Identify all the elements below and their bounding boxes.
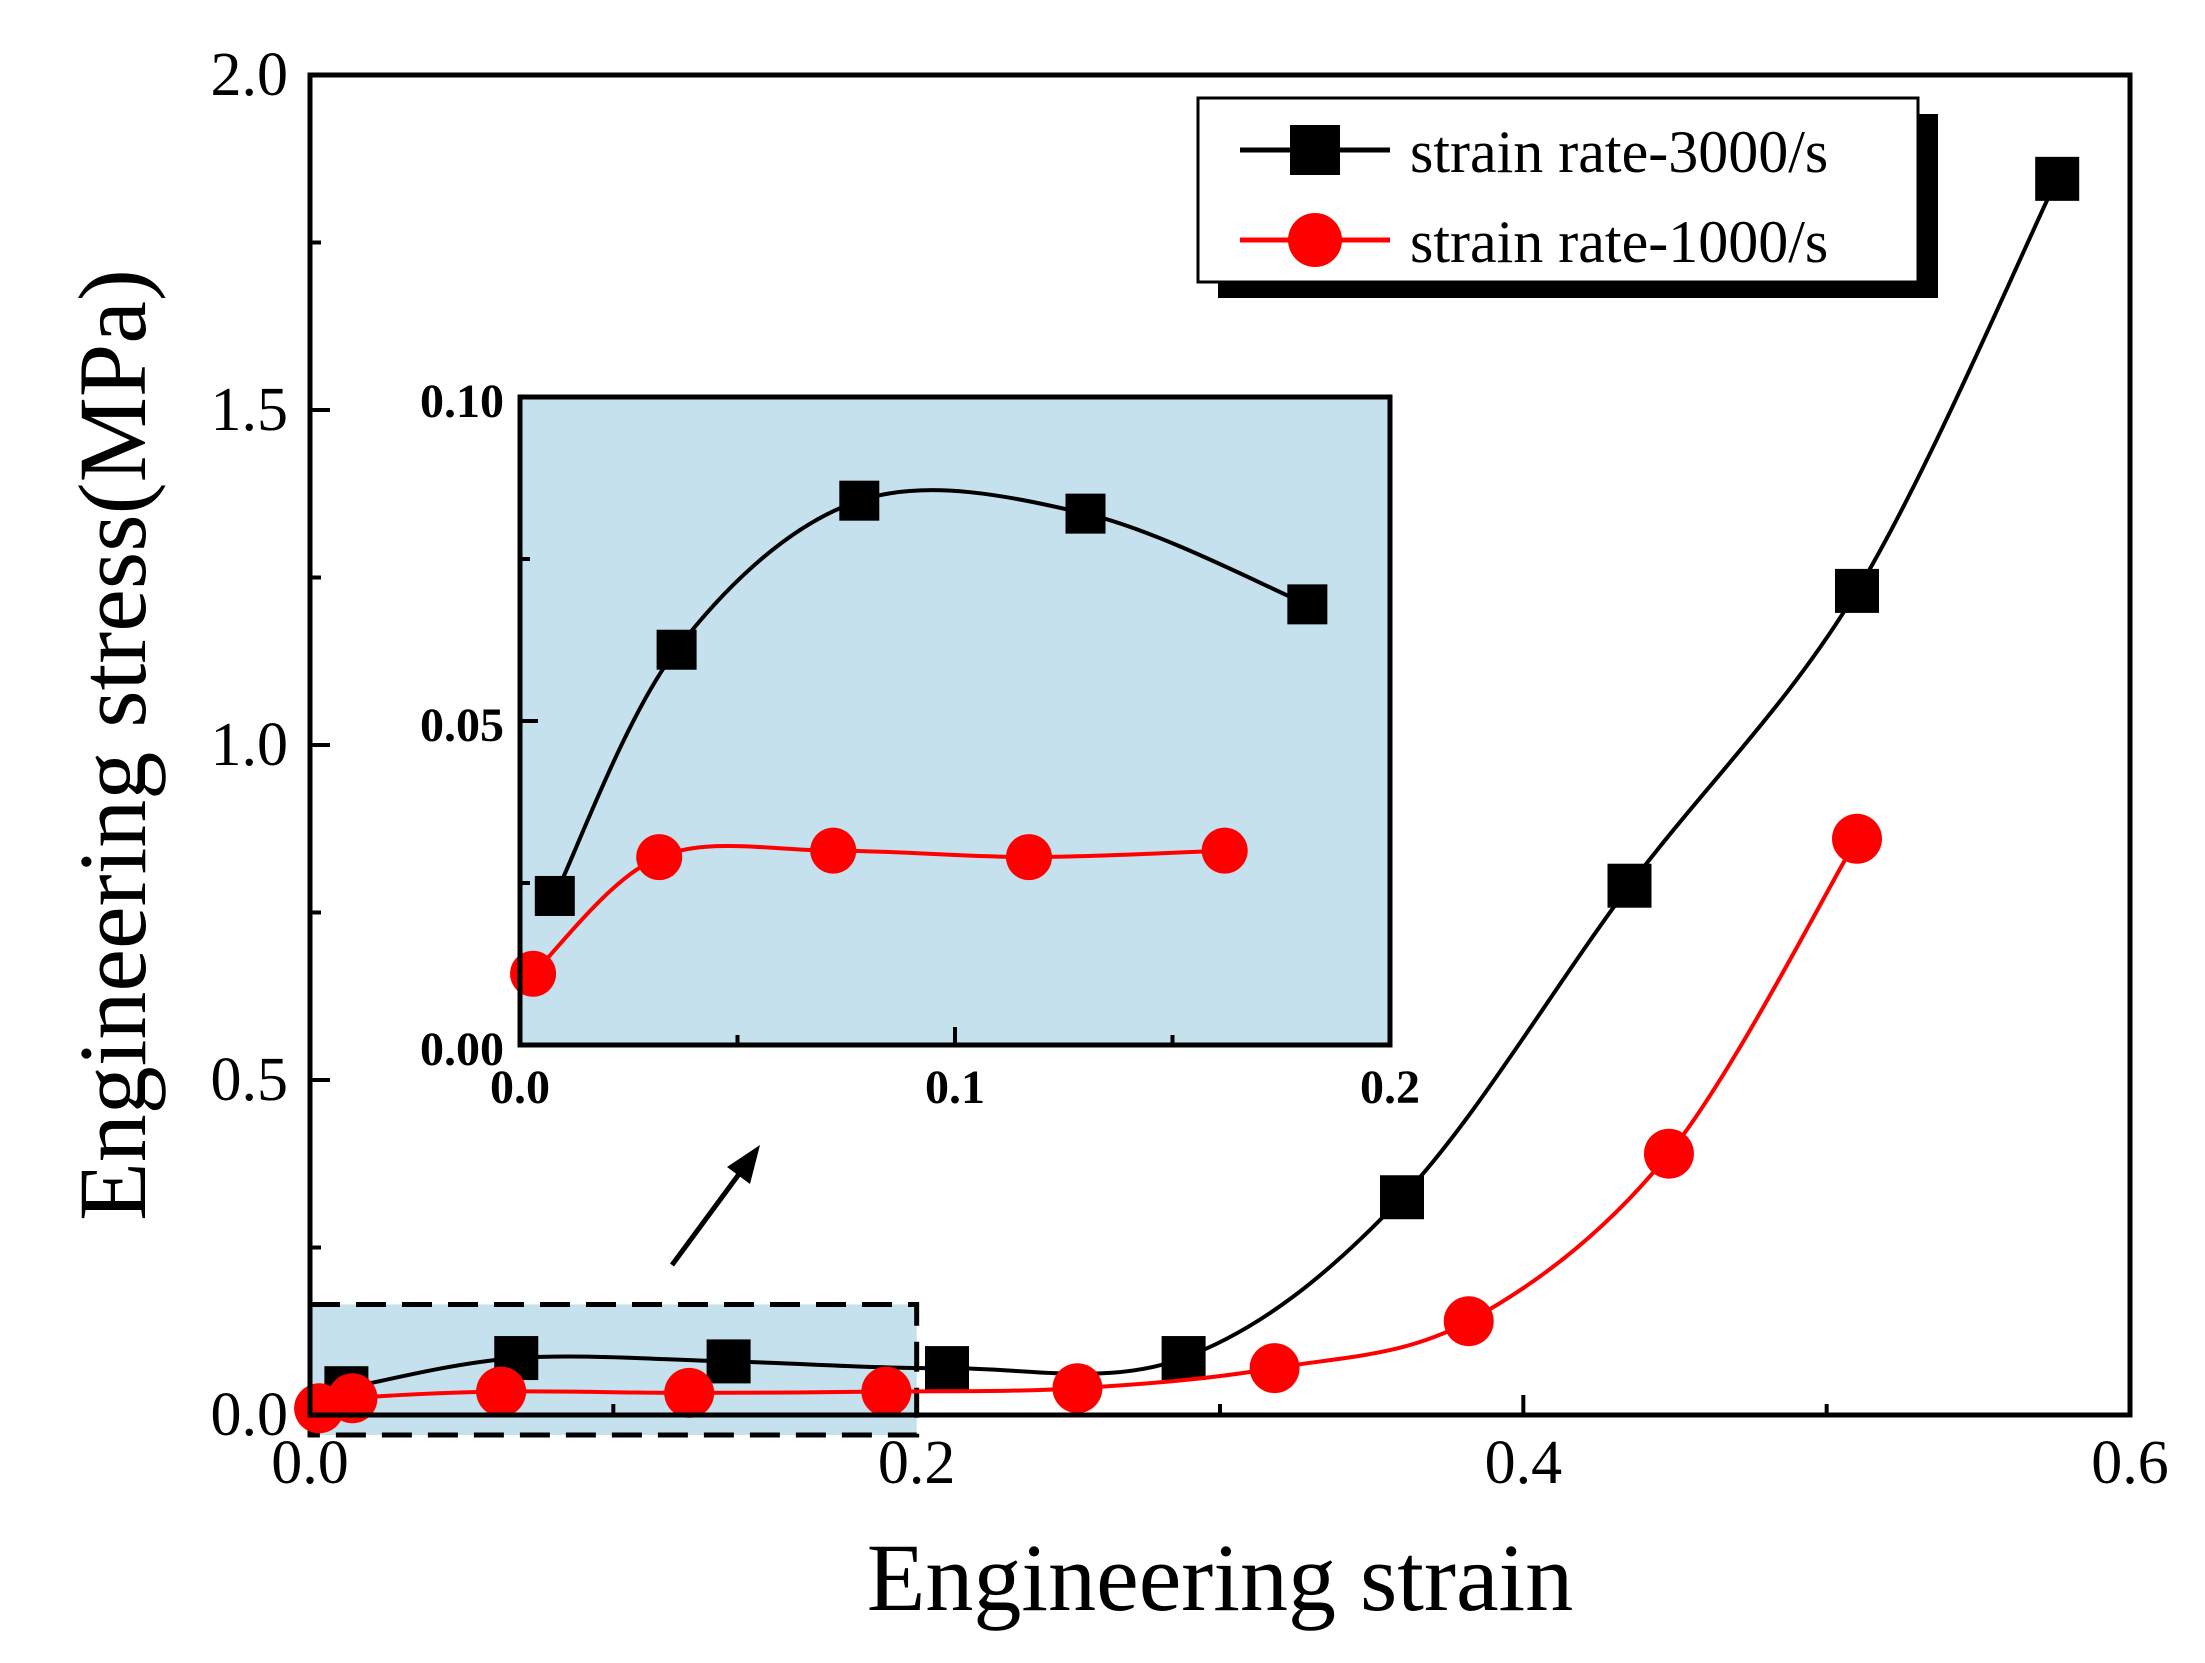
legend: strain rate-3000/s strain rate-1000/s	[1196, 96, 1938, 298]
legend-label-3000: strain rate-3000/s	[1410, 119, 1828, 185]
main-data-point-circle-1-4	[861, 1366, 912, 1417]
y-axis-title: Engineering stress(MPa)	[59, 269, 166, 1221]
main-data-point-circle-1-9	[1832, 813, 1882, 864]
inset-plot-series	[510, 480, 1328, 997]
main-data-point-circle-1-7	[1443, 1296, 1494, 1347]
legend-marker-3000-square	[1290, 125, 1340, 175]
main-data-point-circle-1-2	[476, 1366, 527, 1417]
main-data-point-square-0-2	[706, 1339, 751, 1384]
inset-data-point-square-0-0	[534, 875, 575, 916]
inset-data-point-circle-1-4	[1201, 827, 1248, 874]
inset-y-tick-label-0: 0.00	[420, 1023, 504, 1076]
main-x-tick-label-3: 0.6	[2091, 1429, 2169, 1497]
main-y-tick-label-0: 0.0	[211, 1381, 289, 1449]
x-axis-title: Engineering strain	[867, 1524, 1573, 1631]
inset-data-point-circle-1-1	[636, 834, 683, 881]
main-y-tick-label-1: 0.5	[211, 1046, 289, 1114]
inset-background	[520, 397, 1390, 1045]
main-y-tick-label-3: 1.5	[211, 376, 289, 444]
inset-data-point-circle-1-2	[810, 827, 857, 874]
inset-data-point-square-0-2	[839, 480, 880, 521]
main-data-point-square-0-6	[1607, 863, 1652, 908]
inset-axis-ticks: 0.0 0.1 0.2 0.00 0.05 0.10	[420, 375, 1420, 1114]
main-data-point-circle-1-8	[1643, 1128, 1694, 1179]
main-data-point-circle-1-3	[664, 1367, 715, 1418]
inset-x-tick-label-1: 0.1	[925, 1061, 985, 1114]
zoom-arrow-head	[727, 1145, 760, 1184]
main-data-point-square-0-5	[1380, 1175, 1424, 1220]
zoom-arrow-shaft	[669, 1168, 745, 1267]
main-axis-ticks: 0.0 0.2 0.4 0.6 0.0 0.5 1.0 1.5 2.0	[211, 41, 2169, 1497]
inset-y-tick-label-2: 0.10	[420, 375, 504, 428]
main-plot-series	[294, 156, 2080, 1434]
inset-x-tick-label-2: 0.2	[1360, 1061, 1420, 1114]
main-data-point-circle-1-1	[327, 1373, 378, 1424]
main-data-point-circle-1-5	[1052, 1363, 1103, 1414]
main-data-point-square-0-4	[1161, 1336, 1206, 1381]
main-data-point-square-0-8	[2035, 156, 2080, 201]
inset-data-point-square-0-1	[656, 629, 697, 670]
inset-data-point-square-0-4	[1287, 584, 1328, 625]
main-x-tick-label-0: 0.0	[271, 1429, 349, 1497]
main-data-point-circle-1-6	[1249, 1343, 1300, 1394]
zoom-arrow	[669, 1145, 760, 1267]
inset-data-point-circle-1-0	[510, 950, 557, 997]
main-data-point-square-0-3	[925, 1346, 969, 1391]
inset-data-point-circle-1-3	[1005, 834, 1052, 881]
main-x-tick-label-2: 0.4	[1485, 1429, 1563, 1497]
inset-x-tick-label-0: 0.0	[490, 1061, 550, 1114]
legend-marker-1000-circle	[1288, 213, 1342, 267]
main-y-tick-label-4: 2.0	[211, 41, 289, 109]
main-y-tick-label-2: 1.0	[211, 711, 289, 779]
inset-y-tick-label-1: 0.05	[420, 699, 504, 752]
legend-label-1000: strain rate-1000/s	[1410, 209, 1828, 275]
main-x-tick-label-1: 0.2	[878, 1429, 956, 1497]
main-data-point-square-0-7	[1835, 568, 1879, 613]
inset-data-point-square-0-3	[1065, 493, 1106, 534]
